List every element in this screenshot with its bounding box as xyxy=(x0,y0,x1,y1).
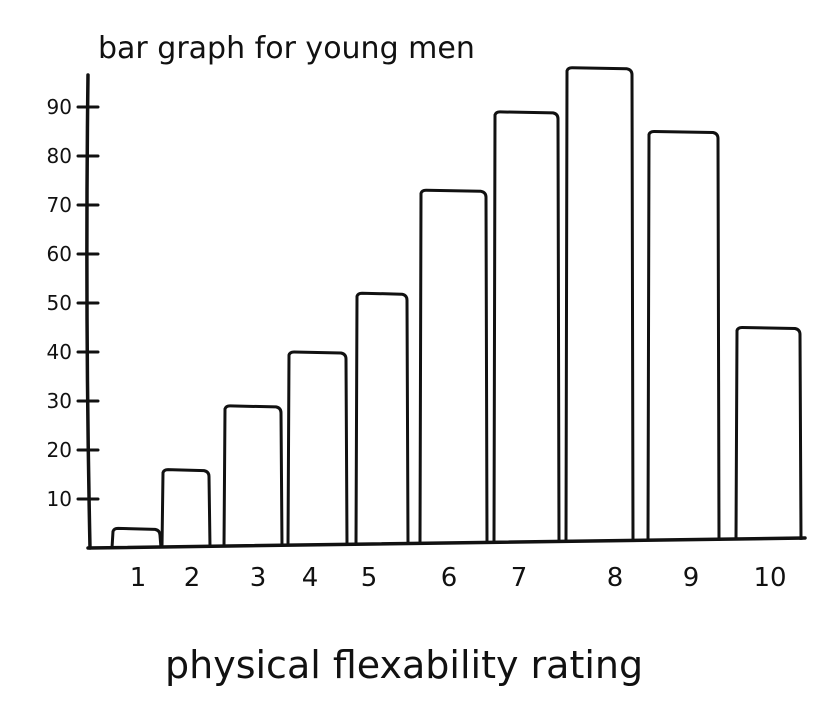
x-tick-label: 6 xyxy=(441,563,458,593)
y-tick-label: 50 xyxy=(47,291,72,315)
bar-5 xyxy=(354,291,410,545)
y-tick-label: 90 xyxy=(47,95,72,119)
x-axis-line xyxy=(86,536,807,550)
x-tick-label: 8 xyxy=(607,563,624,593)
y-tick-label: 10 xyxy=(47,487,72,511)
y-tick-label: 80 xyxy=(47,144,72,168)
x-tick-label: 2 xyxy=(184,563,201,593)
chart-title: bar graph for young men xyxy=(98,31,475,66)
y-axis-line xyxy=(85,73,92,550)
bar-9 xyxy=(646,130,721,541)
x-tick-label: 10 xyxy=(753,563,786,593)
bar-10 xyxy=(734,326,803,540)
bar-6 xyxy=(418,188,489,544)
x-tick-label: 7 xyxy=(511,563,528,593)
y-tick-label: 30 xyxy=(47,389,72,413)
x-tick-label: 9 xyxy=(683,563,700,593)
bar-4 xyxy=(286,350,349,546)
y-axis: 10 20 30 40 50 60 70 80 90 xyxy=(47,73,100,550)
x-tick-label: 3 xyxy=(250,563,267,593)
x-axis: 1 2 3 4 5 6 7 8 9 10 xyxy=(86,536,807,593)
x-axis-label: physical flexability rating xyxy=(165,643,643,687)
bar-8 xyxy=(564,66,635,542)
x-tick-label: 1 xyxy=(130,563,147,593)
y-tick-label: 20 xyxy=(47,438,72,462)
y-tick-label: 70 xyxy=(47,193,72,217)
bar-7 xyxy=(492,110,561,543)
y-tick-label: 40 xyxy=(47,340,72,364)
bar-2 xyxy=(160,468,212,548)
x-tick-label: 4 xyxy=(302,563,319,593)
bars xyxy=(110,66,803,549)
y-tick-label: 60 xyxy=(47,242,72,266)
bar-3 xyxy=(222,404,284,547)
bar-1 xyxy=(110,526,163,549)
x-tick-label: 5 xyxy=(361,563,378,593)
